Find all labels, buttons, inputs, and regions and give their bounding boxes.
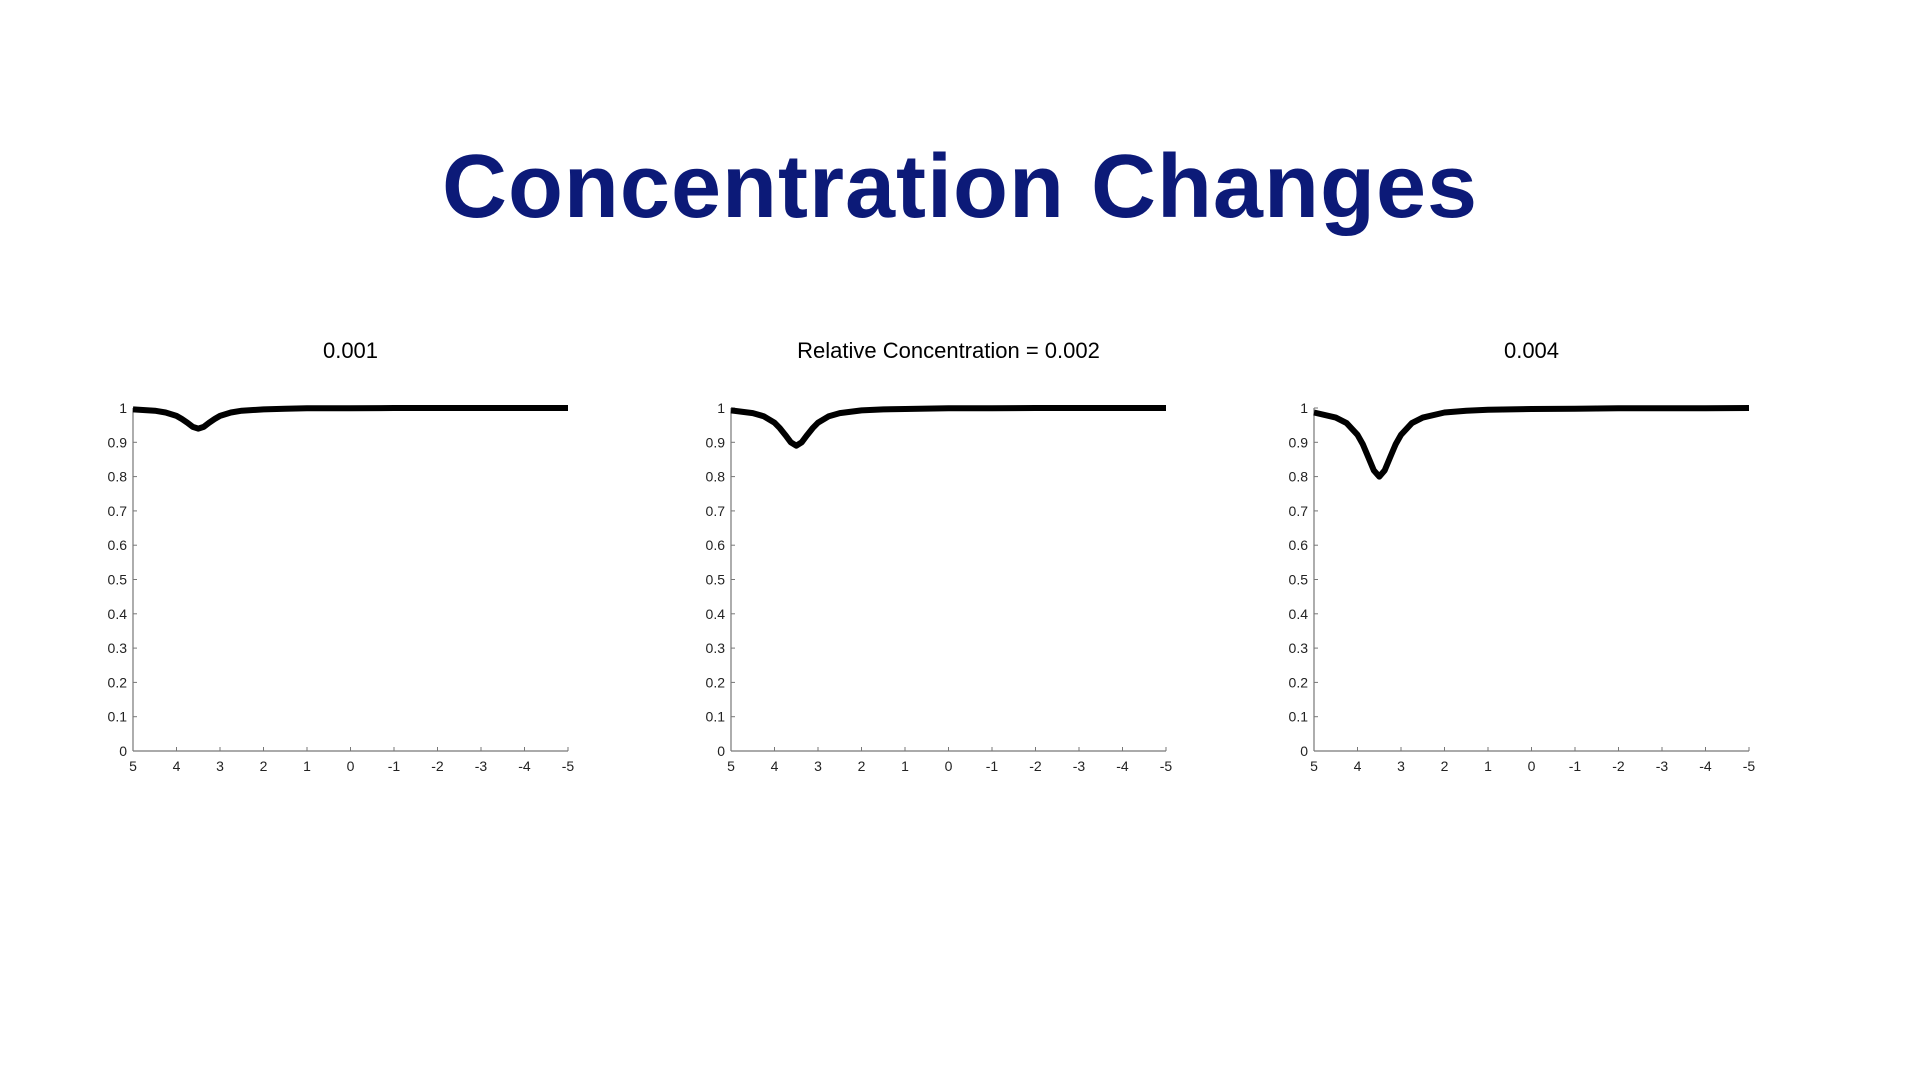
x-tick-label: -1 bbox=[986, 758, 999, 774]
y-tick-label: 0.5 bbox=[1289, 572, 1309, 588]
y-tick-label: 0.2 bbox=[108, 674, 128, 690]
y-tick-label: 0.1 bbox=[108, 709, 128, 725]
y-tick-label: 0.8 bbox=[1289, 469, 1309, 485]
y-tick-label: 0.6 bbox=[706, 537, 726, 553]
y-tick-label: 0 bbox=[1300, 743, 1308, 759]
x-tick-label: -1 bbox=[388, 758, 401, 774]
y-tick-label: 0.3 bbox=[1289, 640, 1309, 656]
y-tick-label: 0.6 bbox=[1289, 537, 1309, 553]
x-tick-label: 2 bbox=[858, 758, 866, 774]
y-tick-label: 0 bbox=[119, 743, 127, 759]
chart-2: Relative Concentration = 0.002 0 0.1 0.2 0.3… bbox=[706, 338, 1173, 774]
chart-title: 0.004 bbox=[1504, 338, 1559, 363]
series-line bbox=[132, 405, 568, 432]
slide-title: Concentration Changes bbox=[441, 137, 1479, 237]
x-tick-label: 0 bbox=[1528, 758, 1536, 774]
x-tick-label: 3 bbox=[814, 758, 822, 774]
y-tick-label: 0.9 bbox=[108, 434, 128, 450]
x-tick-label: 3 bbox=[216, 758, 224, 774]
y-tick-label: 0.9 bbox=[1289, 434, 1309, 450]
y-tick-label: 0.7 bbox=[1289, 503, 1309, 519]
y-tick-label: 1 bbox=[1300, 400, 1308, 416]
y-tick-label: 0.5 bbox=[108, 572, 128, 588]
x-tick-label: -3 bbox=[1656, 758, 1669, 774]
y-tick-label: 0.1 bbox=[706, 709, 726, 725]
x-tick-label: 0 bbox=[945, 758, 953, 774]
x-tick-label: 4 bbox=[771, 758, 779, 774]
x-tick-label: -5 bbox=[1160, 758, 1173, 774]
y-tick-label: 0.4 bbox=[108, 606, 128, 622]
series-line bbox=[730, 405, 1166, 449]
series-line bbox=[1313, 405, 1750, 480]
y-tick-label: 1 bbox=[119, 400, 127, 416]
x-tick-label: -1 bbox=[1569, 758, 1582, 774]
chart-3: 0.004 0 0.1 0.2 0.3 0.4 0.5 0.6 0.7 0.8 0.9 1 5 4 3 2 1 0… bbox=[1289, 338, 1756, 774]
y-tick-label: 0.7 bbox=[706, 503, 726, 519]
x-tick-label: -4 bbox=[518, 758, 531, 774]
x-tick-label: 1 bbox=[1484, 758, 1492, 774]
x-tick-label: 1 bbox=[303, 758, 311, 774]
x-tick-label: -3 bbox=[1073, 758, 1086, 774]
y-tick-label: 0.9 bbox=[706, 434, 726, 450]
x-tick-label: -4 bbox=[1116, 758, 1129, 774]
y-tick-label: 0.4 bbox=[1289, 606, 1309, 622]
y-tick-label: 0.4 bbox=[706, 606, 726, 622]
x-tick-label: -5 bbox=[562, 758, 575, 774]
x-tick-label: 4 bbox=[1354, 758, 1362, 774]
y-tick-label: 0.2 bbox=[706, 674, 726, 690]
y-tick-label: 0.2 bbox=[1289, 674, 1309, 690]
x-tick-label: -2 bbox=[1029, 758, 1042, 774]
y-tick-label: 0.7 bbox=[108, 503, 128, 519]
x-tick-label: 5 bbox=[129, 758, 137, 774]
chart-1: 0.001 0 0.1 0.2 0.3 0.4 0.5 0.6 0.7 0.8 0.9 1 5 4 3 2 1 0… bbox=[108, 338, 575, 774]
x-tick-label: -2 bbox=[431, 758, 444, 774]
x-tick-label: 1 bbox=[901, 758, 909, 774]
y-tick-label: 0.6 bbox=[108, 537, 128, 553]
x-tick-label: 5 bbox=[1310, 758, 1318, 774]
y-tick-label: 0.3 bbox=[108, 640, 128, 656]
x-tick-label: -2 bbox=[1612, 758, 1625, 774]
x-tick-label: -3 bbox=[475, 758, 488, 774]
x-tick-label: 2 bbox=[260, 758, 268, 774]
x-tick-label: 0 bbox=[347, 758, 355, 774]
y-tick-label: 1 bbox=[717, 400, 725, 416]
chart-title: Relative Concentration = 0.002 bbox=[797, 338, 1100, 363]
y-tick-label: 0.8 bbox=[706, 469, 726, 485]
y-tick-label: 0.1 bbox=[1289, 709, 1309, 725]
y-tick-label: 0.3 bbox=[706, 640, 726, 656]
x-tick-label: 5 bbox=[727, 758, 735, 774]
y-tick-label: 0.8 bbox=[108, 469, 128, 485]
x-tick-label: -5 bbox=[1743, 758, 1756, 774]
x-tick-label: 3 bbox=[1397, 758, 1405, 774]
chart-title: 0.001 bbox=[323, 338, 378, 363]
y-tick-label: 0 bbox=[717, 743, 725, 759]
y-tick-label: 0.5 bbox=[706, 572, 726, 588]
x-tick-label: -4 bbox=[1699, 758, 1712, 774]
x-tick-label: 2 bbox=[1441, 758, 1449, 774]
x-tick-label: 4 bbox=[173, 758, 181, 774]
